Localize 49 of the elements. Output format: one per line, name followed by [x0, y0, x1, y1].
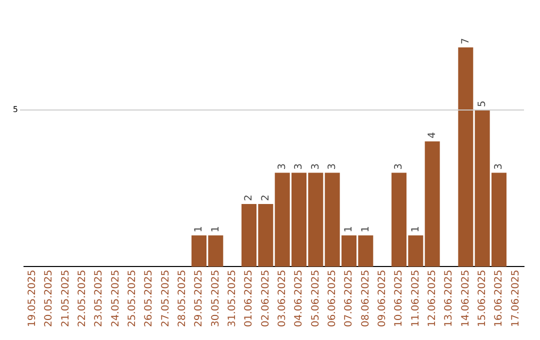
x-tick-label: 27.05.2025	[160, 270, 172, 328]
x-tick-label: 17.06.2025	[510, 270, 522, 328]
x-tick-label: 30.05.2025	[210, 270, 222, 328]
x-tick-label: 07.06.2025	[344, 270, 355, 328]
data-label: 3	[394, 163, 405, 170]
x-tick-label: 13.06.2025	[444, 270, 455, 328]
bar	[458, 47, 474, 267]
data-label: 3	[294, 163, 305, 170]
x-tick-label: 01.06.2025	[244, 270, 255, 328]
x-tick-label: 26.05.2025	[144, 270, 155, 328]
x-tick-label: 21.05.2025	[60, 270, 72, 328]
x-tick-label: 16.06.2025	[494, 270, 505, 328]
x-tick-label: 25.05.2025	[126, 270, 138, 328]
ref-line-label: 5	[12, 105, 18, 114]
data-label: 7	[460, 38, 472, 44]
data-label: 3	[310, 163, 322, 170]
x-tick-label: 19.05.2025	[26, 270, 38, 328]
x-tick-label: 06.06.2025	[326, 270, 338, 328]
x-tick-label: 10.06.2025	[394, 270, 405, 328]
x-tick-label: 11.06.2025	[410, 270, 422, 328]
data-label: 1	[360, 226, 372, 232]
x-tick-label: 05.06.2025	[310, 270, 322, 328]
data-label: 1	[410, 226, 422, 232]
data-label: 5	[476, 100, 488, 108]
x-tick-label: 14.06.2025	[460, 270, 472, 328]
data-label: 1	[344, 226, 355, 232]
x-tick-label: 23.05.2025	[94, 270, 105, 328]
x-tick-label: 28.05.2025	[176, 270, 188, 328]
x-tick-label: 24.05.2025	[110, 270, 122, 328]
x-tick-label: 02.06.2025	[260, 270, 272, 328]
data-label: 2	[244, 194, 255, 202]
data-label: 2	[260, 194, 272, 202]
x-tick-label: 09.06.2025	[376, 270, 388, 328]
x-tick-label: 03.06.2025	[276, 270, 288, 328]
data-label: 1	[194, 226, 205, 232]
data-label: 4	[426, 132, 438, 138]
bar	[424, 141, 440, 267]
data-label: 3	[276, 163, 288, 170]
x-tick-label: 29.05.2025	[194, 270, 205, 328]
x-tick-label: 31.05.2025	[226, 270, 238, 328]
x-tick-label: 04.06.2025	[294, 270, 305, 328]
x-tick-label: 22.05.2025	[76, 270, 88, 328]
x-tick-label: 12.06.2025	[426, 270, 438, 328]
data-label: 3	[494, 163, 505, 170]
x-tick-label: 08.06.2025	[360, 270, 372, 328]
x-tick-label: 20.05.2025	[44, 270, 55, 328]
x-tick-label: 15.06.2025	[476, 270, 488, 328]
data-label: 3	[326, 163, 338, 170]
data-label: 1	[210, 226, 222, 232]
